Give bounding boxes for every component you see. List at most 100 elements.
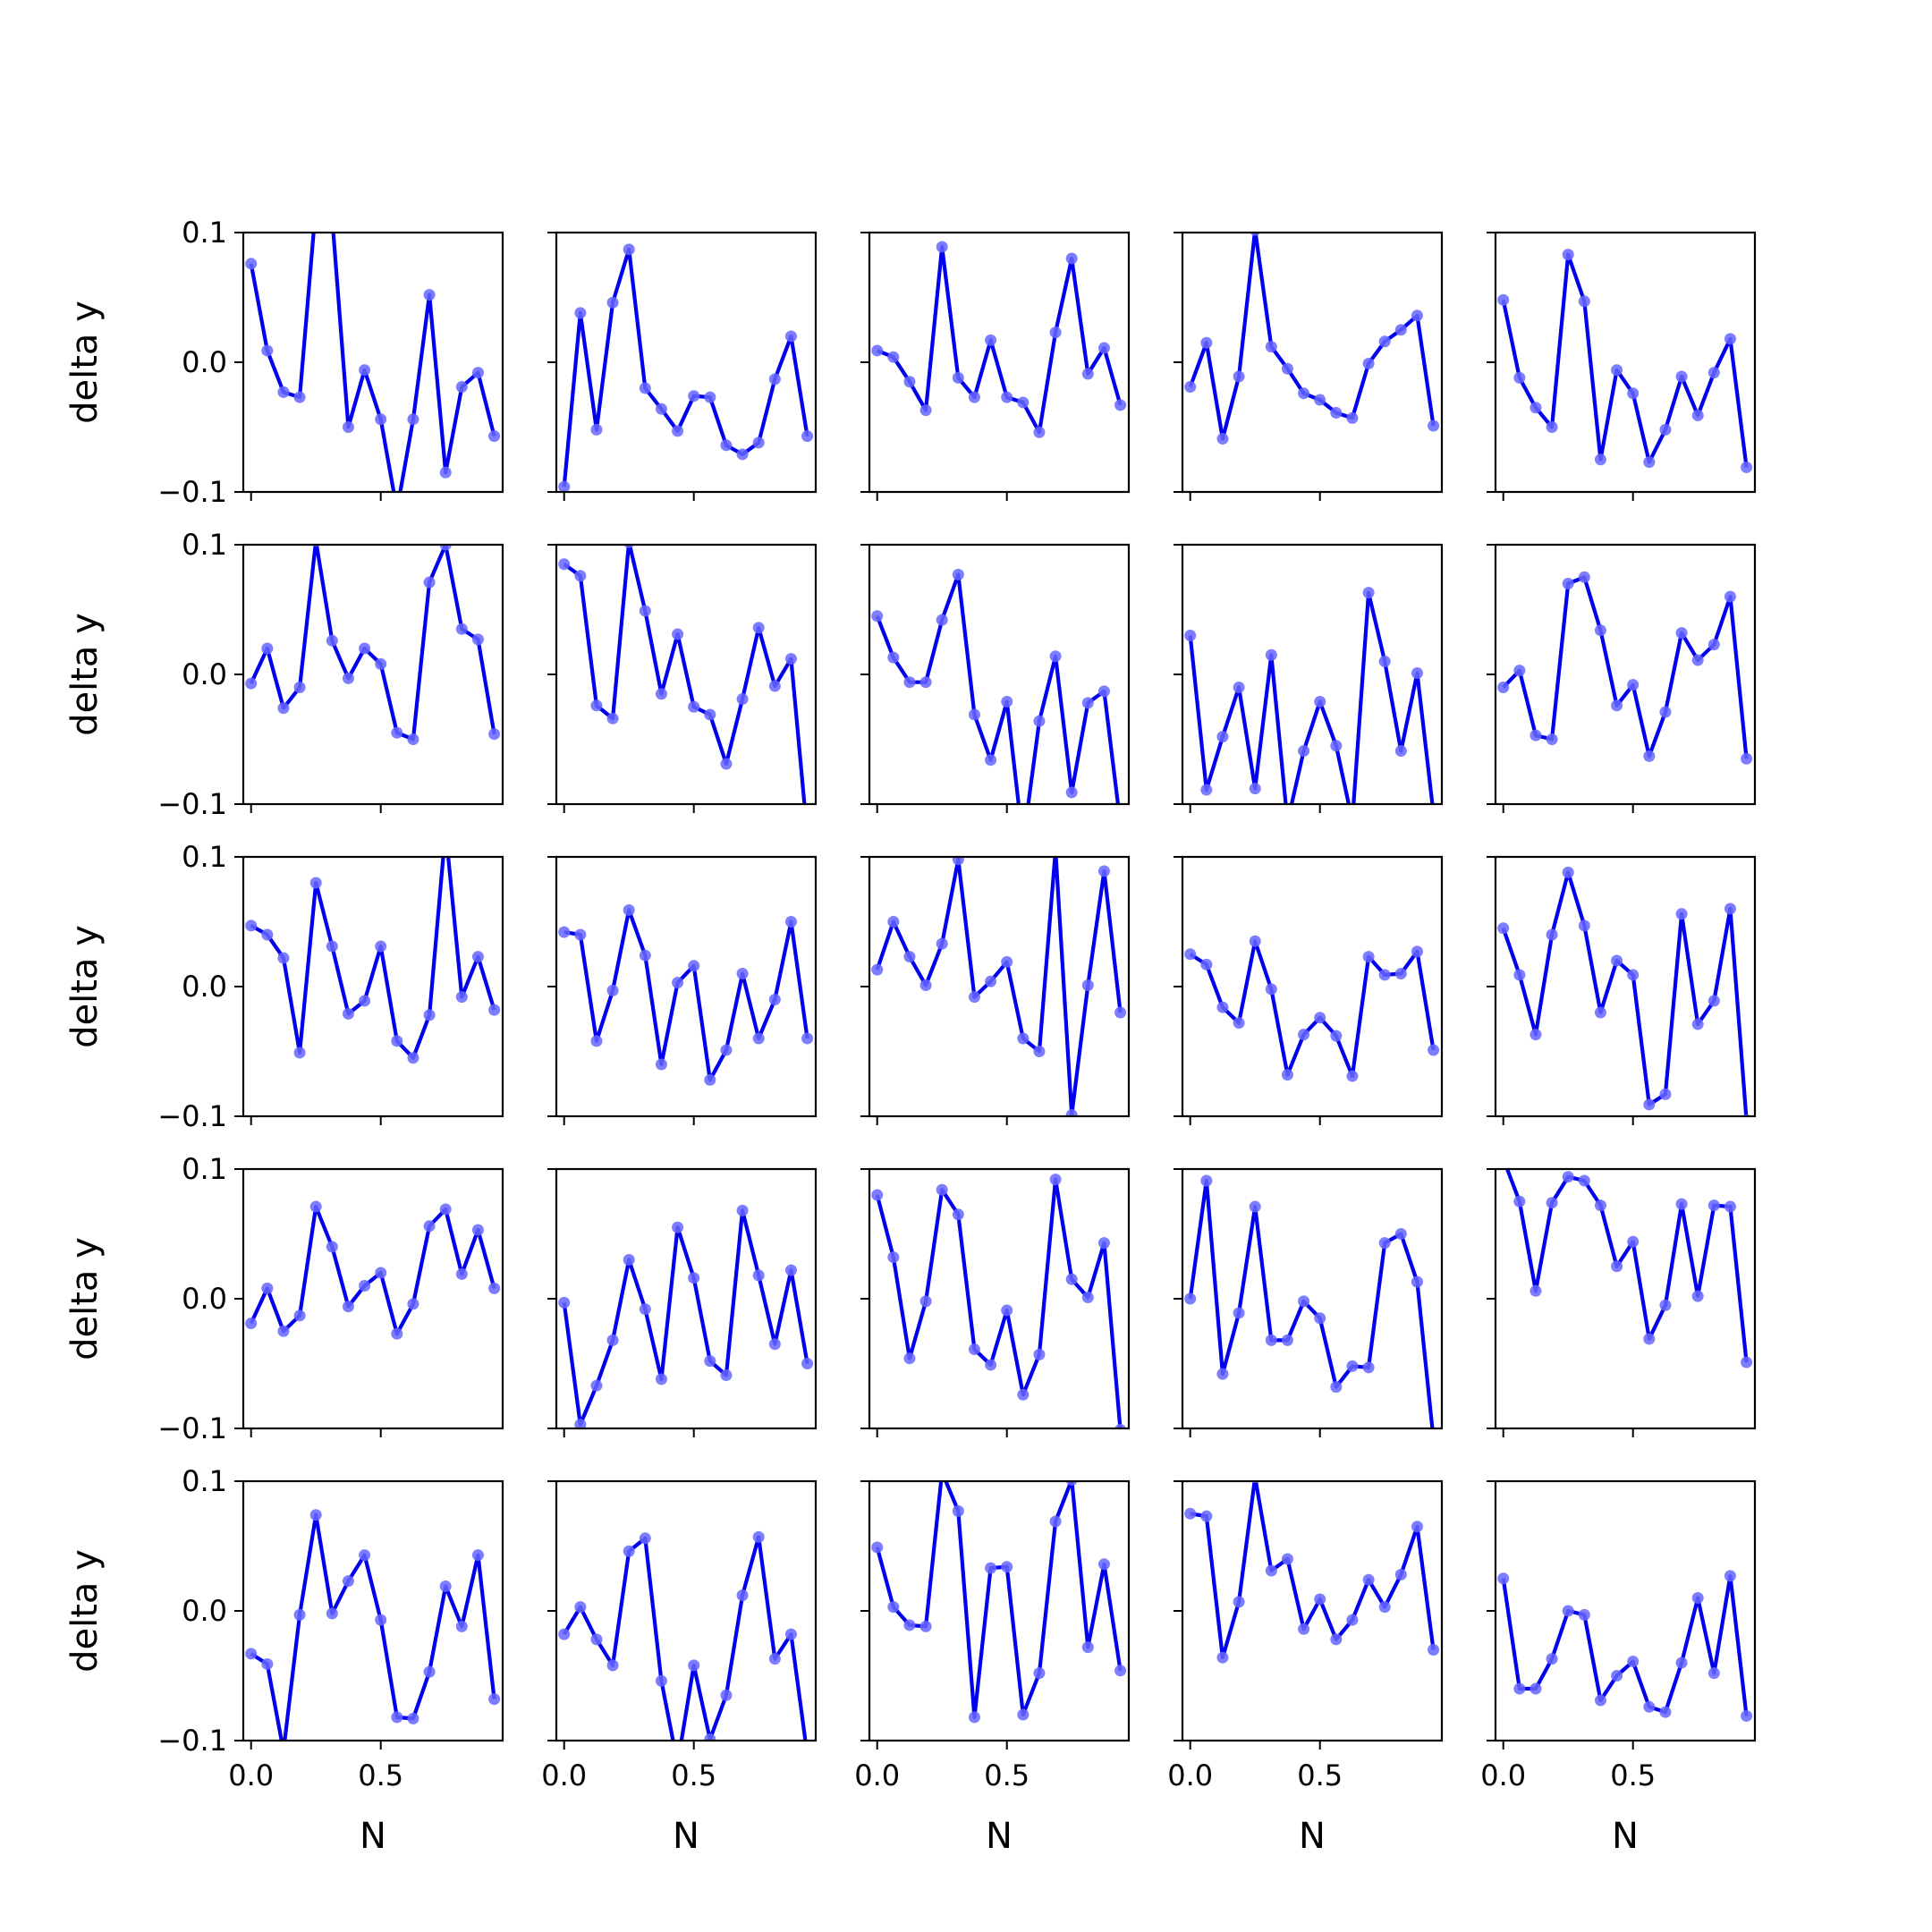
data-point (1643, 1333, 1656, 1345)
y-tick-label: 0.0 (182, 1594, 227, 1628)
data-point (752, 1032, 765, 1045)
data-point (1265, 648, 1277, 661)
series-group (245, 857, 501, 1064)
subplot-r1-c1 (547, 543, 818, 841)
data-point (375, 940, 387, 953)
data-point (1394, 1228, 1407, 1240)
data-point (704, 708, 716, 721)
data-point (871, 1541, 884, 1554)
data-point (1428, 1044, 1440, 1056)
series-line (1190, 1481, 1436, 1660)
data-point (1298, 745, 1310, 758)
data-point (1362, 951, 1375, 963)
data-point (784, 1264, 797, 1276)
axes-frame (242, 855, 504, 1118)
data-point (407, 413, 419, 426)
series-group (871, 1466, 1127, 1724)
data-point (784, 653, 797, 665)
y-tick-label: −0.1 (157, 475, 227, 509)
x-tick-label: 0.0 (1167, 1758, 1213, 1792)
data-point (439, 466, 452, 479)
series-line (562, 1208, 809, 1427)
x-axis-label: N (1612, 1816, 1639, 1857)
data-point (720, 439, 733, 452)
series-line (1501, 1573, 1749, 1716)
data-point (590, 1379, 603, 1392)
data-point (1330, 407, 1343, 419)
data-point (1049, 650, 1062, 663)
data-point (342, 672, 354, 684)
data-point (1033, 715, 1046, 727)
x-tick-label: 0.0 (228, 1758, 274, 1792)
data-point (801, 829, 813, 841)
data-point (1513, 1682, 1526, 1695)
data-point (1643, 1700, 1656, 1713)
series-line (875, 1481, 1123, 1720)
data-point (968, 1343, 980, 1356)
data-point (919, 979, 932, 992)
y-tick-label: 0.1 (182, 528, 227, 562)
data-point (293, 1608, 306, 1621)
data-point (1017, 1388, 1030, 1401)
series-group (1497, 1570, 1753, 1722)
subplot-r3-c3 (1174, 1167, 1444, 1437)
data-point (407, 1712, 419, 1724)
subplot-r2-c3 (1174, 855, 1444, 1125)
x-tick-label: 0.0 (854, 1758, 900, 1792)
data-point (1346, 1614, 1359, 1626)
x-axis-label: N (673, 1816, 699, 1857)
data-point (455, 1267, 468, 1280)
data-point (1184, 630, 1197, 641)
data-point (1017, 837, 1029, 849)
data-point (1114, 1665, 1127, 1677)
data-point (1741, 752, 1753, 765)
data-point (1530, 1284, 1542, 1297)
data-point (655, 688, 667, 700)
data-point (968, 991, 980, 1004)
axes-frame (868, 231, 1131, 494)
series-group (1184, 1174, 1435, 1428)
data-point (1065, 1109, 1078, 1116)
series-group (1184, 587, 1435, 804)
data-point (1691, 654, 1704, 666)
data-point (261, 344, 274, 357)
data-point (903, 376, 916, 388)
subplot-r1-c0: −0.1 0.0 0.1 delta y (64, 528, 504, 821)
data-point (1346, 1360, 1359, 1372)
data-point (1562, 1171, 1574, 1183)
data-point (768, 1338, 781, 1351)
data-point (936, 1466, 948, 1478)
data-point (985, 1562, 997, 1574)
data-point (1562, 866, 1574, 878)
data-point (704, 1355, 716, 1368)
data-point (985, 754, 997, 767)
data-point (439, 1580, 452, 1592)
data-point (574, 928, 587, 941)
data-point (261, 928, 274, 941)
data-point (1578, 295, 1590, 308)
y-tick-label: −0.1 (157, 1724, 227, 1758)
data-point (768, 373, 781, 386)
data-point (639, 949, 651, 962)
y-tick-label: 0.0 (182, 970, 227, 1004)
data-point (391, 1327, 403, 1340)
data-point (1001, 695, 1013, 708)
data-point (1378, 335, 1391, 348)
series-line (1188, 1178, 1435, 1428)
data-point (936, 937, 948, 950)
data-point (623, 903, 635, 916)
data-point (488, 1282, 501, 1294)
y-axis-label: delta y (64, 301, 106, 424)
y-tick-label: 0.0 (182, 1282, 227, 1316)
data-point (1497, 1572, 1510, 1585)
data-point (688, 1272, 700, 1284)
data-point (277, 952, 290, 964)
data-point (936, 614, 948, 626)
data-point (1200, 958, 1213, 970)
x-tick-label: 0.5 (1610, 1758, 1656, 1792)
data-point (1497, 293, 1510, 306)
data-point (1659, 1299, 1672, 1311)
subplot-r2-c0: −0.1 0.0 0.1 delta y (64, 840, 504, 1133)
data-point (688, 700, 700, 713)
